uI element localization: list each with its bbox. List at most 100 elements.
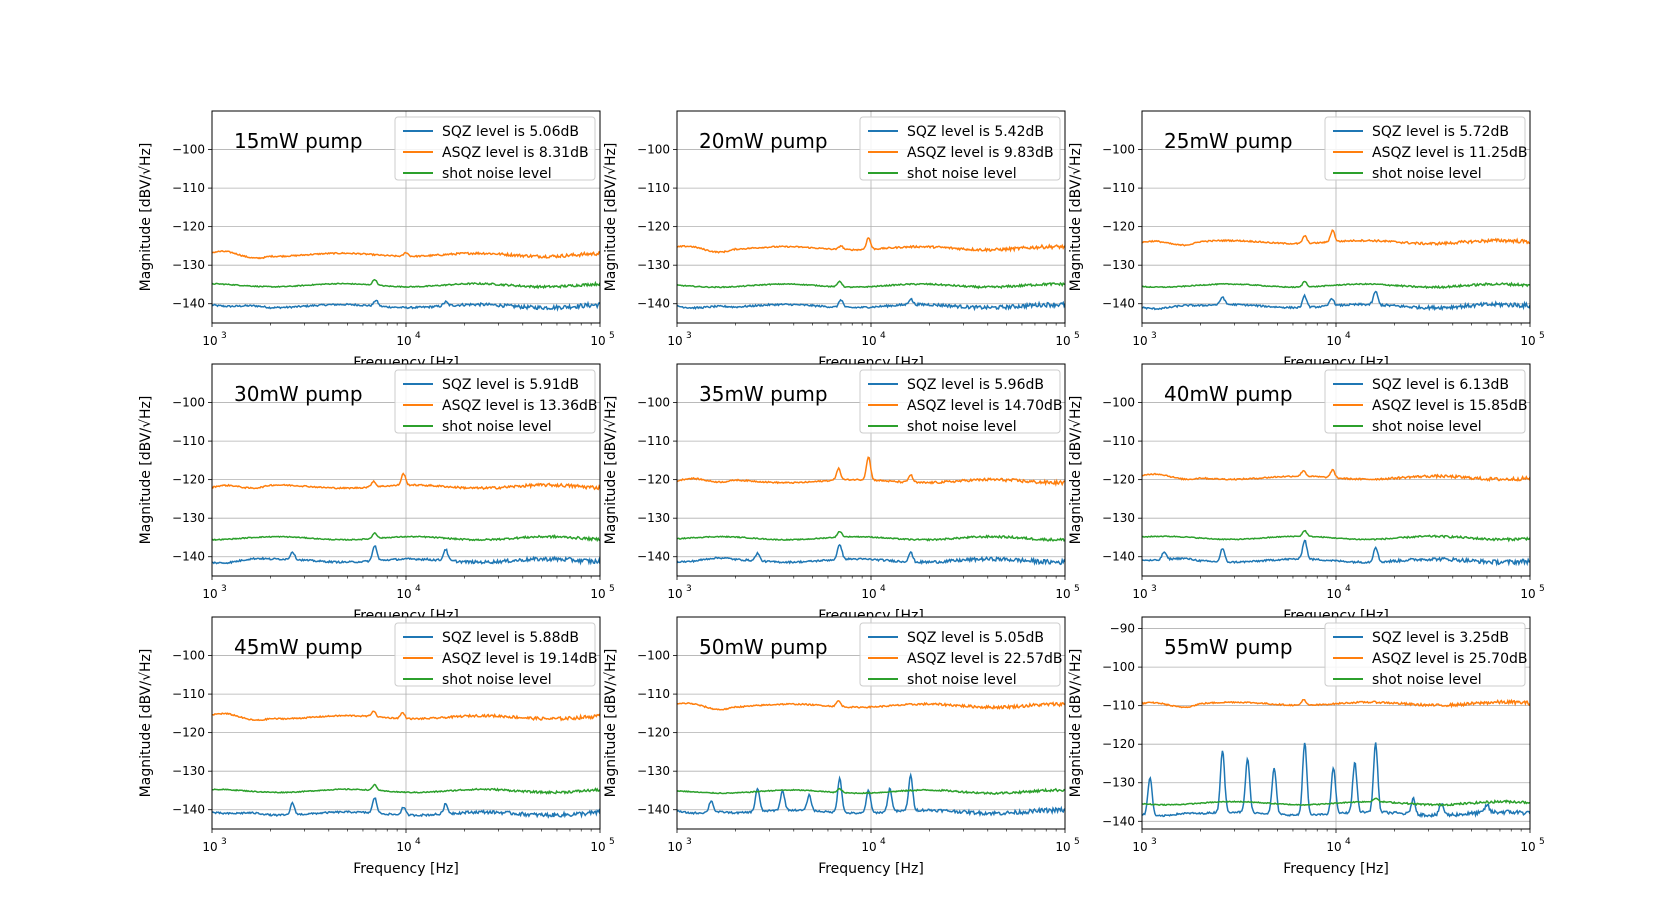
legend-box xyxy=(859,116,1061,181)
y-tick-label: −100 xyxy=(172,649,205,663)
y-tick-label: −120 xyxy=(172,726,205,740)
x-tick-exponent: 4 xyxy=(415,584,421,594)
panel-title: 20mW pump xyxy=(699,129,828,153)
series-line-sqz xyxy=(212,545,600,566)
legend-box xyxy=(859,369,1061,434)
x-tick-label: 10 xyxy=(1055,587,1070,601)
y-tick-label: −140 xyxy=(172,803,205,817)
y-tick-label: −140 xyxy=(172,297,205,311)
y-tick-label: −110 xyxy=(1102,699,1135,713)
panel-title: 15mW pump xyxy=(234,129,363,153)
y-axis-label: Magnitude [dBV/√Hz] xyxy=(1068,143,1084,292)
y-tick-label: −110 xyxy=(172,687,205,701)
x-tick-exponent: 5 xyxy=(1074,331,1080,341)
series-line-shot xyxy=(1142,797,1530,807)
legend-label: shot noise level xyxy=(907,672,1017,688)
legend-box xyxy=(1324,369,1526,434)
y-axis-label: Magnitude [dBV/√Hz] xyxy=(603,649,619,798)
y-tick-label: −110 xyxy=(172,434,205,448)
x-axis-label: Frequency [Hz] xyxy=(1283,861,1389,877)
x-tick-exponent: 3 xyxy=(221,331,227,341)
x-tick-label: 10 xyxy=(1132,334,1147,348)
series-line-sqz xyxy=(1142,290,1530,312)
x-tick-exponent: 3 xyxy=(221,584,227,594)
series-line-sqz xyxy=(1142,539,1530,567)
legend-box xyxy=(1324,116,1526,181)
x-axis-label: Frequency [Hz] xyxy=(353,861,459,877)
x-tick-exponent: 5 xyxy=(1539,584,1545,594)
legend-label: SQZ level is 5.72dB xyxy=(1372,124,1509,140)
y-axis-label: Magnitude [dBV/√Hz] xyxy=(138,143,154,292)
y-tick-label: −100 xyxy=(637,143,670,157)
y-tick-label: −110 xyxy=(637,181,670,195)
panel-title: 45mW pump xyxy=(234,635,363,659)
y-tick-label: −130 xyxy=(1102,776,1135,790)
x-tick-label: 10 xyxy=(667,587,682,601)
legend-label: SQZ level is 3.25dB xyxy=(1372,630,1509,646)
legend-box xyxy=(394,116,596,181)
panel-9: 10 3 10 4 10 5 −140 −130 −120 −110 −100 −90 Frequenc… xyxy=(1068,616,1545,877)
y-tick-label: −120 xyxy=(637,473,670,487)
x-tick-label: 10 xyxy=(1132,587,1147,601)
panel-title: 40mW pump xyxy=(1164,382,1293,406)
series-line-sqz xyxy=(677,297,1065,312)
x-axis-label: Frequency [Hz] xyxy=(818,861,924,877)
y-tick-label: −90 xyxy=(1110,622,1135,636)
series-line-asqz xyxy=(1142,698,1530,709)
panel-8: 10 3 10 4 10 5 −140 −130 −120 −110 −100 Frequency [… xyxy=(603,616,1080,877)
y-axis-label: Magnitude [dBV/√Hz] xyxy=(138,649,154,798)
y-tick-label: −130 xyxy=(637,258,670,272)
x-tick-exponent: 4 xyxy=(880,837,886,847)
x-tick-label: 10 xyxy=(861,334,876,348)
legend-box xyxy=(394,622,596,687)
y-tick-label: −140 xyxy=(637,550,670,564)
x-tick-exponent: 3 xyxy=(686,584,692,594)
x-tick-exponent: 3 xyxy=(686,331,692,341)
y-tick-label: −140 xyxy=(1102,550,1135,564)
legend-label: SQZ level is 5.42dB xyxy=(907,124,1044,140)
x-tick-exponent: 3 xyxy=(221,837,227,847)
x-tick-label: 10 xyxy=(1520,840,1535,854)
legend-label: SQZ level is 6.13dB xyxy=(1372,377,1509,393)
x-tick-exponent: 5 xyxy=(1074,584,1080,594)
series-line-asqz xyxy=(677,456,1065,487)
series-line-asqz xyxy=(1142,229,1530,247)
y-axis-label: Magnitude [dBV/√Hz] xyxy=(1068,649,1084,798)
x-tick-label: 10 xyxy=(590,587,605,601)
legend-box xyxy=(394,369,596,434)
x-tick-label: 10 xyxy=(667,840,682,854)
y-tick-label: −130 xyxy=(637,511,670,525)
legend-label: SQZ level is 5.91dB xyxy=(442,377,579,393)
panel-7: 10 3 10 4 10 5 −140 −130 −120 −110 −100 Frequency [… xyxy=(138,616,615,877)
legend-label: shot noise level xyxy=(442,166,552,182)
legend-label: SQZ level is 5.05dB xyxy=(907,630,1044,646)
y-tick-label: −140 xyxy=(1102,297,1135,311)
y-tick-label: −140 xyxy=(1102,814,1135,828)
y-tick-label: −110 xyxy=(1102,434,1135,448)
y-tick-label: −130 xyxy=(1102,258,1135,272)
series-line-asqz xyxy=(212,472,600,491)
x-tick-exponent: 4 xyxy=(415,837,421,847)
series-line-asqz xyxy=(677,699,1065,711)
series-line-shot xyxy=(212,532,600,543)
x-tick-exponent: 5 xyxy=(1539,331,1545,341)
series-line-sqz xyxy=(212,299,600,312)
legend-label: shot noise level xyxy=(442,672,552,688)
y-tick-label: −110 xyxy=(172,181,205,195)
y-tick-label: −130 xyxy=(637,764,670,778)
x-tick-label: 10 xyxy=(1520,334,1535,348)
x-tick-label: 10 xyxy=(861,840,876,854)
legend-label: ASQZ level is 9.83dB xyxy=(907,145,1054,161)
y-tick-label: −130 xyxy=(172,764,205,778)
x-tick-exponent: 4 xyxy=(415,331,421,341)
legend-label: shot noise level xyxy=(1372,166,1482,182)
x-tick-label: 10 xyxy=(1055,840,1070,854)
x-tick-label: 10 xyxy=(861,587,876,601)
legend-label: shot noise level xyxy=(1372,672,1482,688)
x-tick-exponent: 4 xyxy=(1345,837,1351,847)
legend-label: ASQZ level is 14.70dB xyxy=(907,398,1062,414)
legend-box xyxy=(1324,622,1526,687)
y-tick-label: −140 xyxy=(637,803,670,817)
